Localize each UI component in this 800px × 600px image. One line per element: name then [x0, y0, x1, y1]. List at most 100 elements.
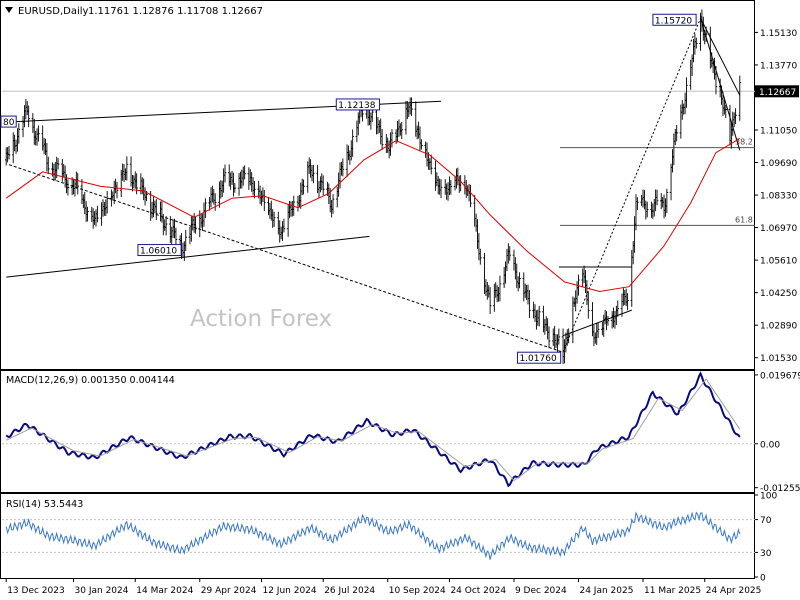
- ohlc-bar: [636, 197, 639, 211]
- trendline: [700, 18, 741, 96]
- ohlc-bar: [135, 173, 138, 195]
- ohlc-bar: [714, 66, 718, 95]
- fibonacci-label: 61.8: [735, 215, 753, 224]
- price-tick-label: 1.06970: [760, 224, 797, 234]
- ohlc-bar: [331, 194, 335, 214]
- ohlc-bar: [655, 189, 659, 206]
- ohlc-bar: [410, 97, 413, 117]
- ohlc-bar: [390, 129, 394, 148]
- last-price-label: 1.12667: [759, 88, 796, 98]
- price-labels: 1.15720 1.12138 1.06010 1.01760 80: [0, 13, 697, 364]
- date-tick-label: 29 Apr 2024: [201, 586, 257, 596]
- symbol-label: EURUSD,Daily: [18, 6, 89, 17]
- ohlc-bar: [272, 211, 276, 227]
- trendline: [562, 309, 632, 337]
- macd-tick-label: -0.012552: [760, 484, 800, 494]
- fibonacci-label: 38.2: [735, 138, 753, 147]
- watermark: Action Forex: [190, 306, 332, 332]
- ohlc-bar: [46, 156, 50, 174]
- rsi-tick-label: 30: [760, 549, 772, 559]
- ohlc-bar: [233, 182, 237, 193]
- ohlc-bar: [537, 305, 541, 327]
- ohlc-bar: [204, 198, 207, 219]
- date-axis: 13 Dec 2023 30 Jan 2024 14 Mar 2024 29 Apr …: [5, 578, 762, 596]
- price-tick-label: 1.11050: [760, 126, 797, 136]
- ohlc-bar: [479, 248, 482, 265]
- ohlc-bar: [587, 291, 590, 319]
- price-label-box: [516, 351, 562, 364]
- ohlc-bar: [518, 272, 521, 289]
- trendline: [562, 18, 701, 353]
- rsi-line: [5, 511, 741, 560]
- ohlc-bar: [27, 105, 30, 128]
- price-panel-frame: [0, 0, 755, 370]
- rsi-tick-label: 70: [760, 516, 772, 526]
- date-tick-label: 10 Sep 2024: [389, 586, 446, 596]
- price-tick-label: 1.08330: [760, 192, 797, 202]
- ohlc-bar: [213, 193, 217, 211]
- macd-tick-label: 0.00: [760, 440, 780, 450]
- price-label: 80: [3, 118, 15, 128]
- price-tick-label: 1.13770: [760, 61, 797, 71]
- rsi-title: RSI(14) 53.5443: [6, 499, 83, 510]
- ohlc-bar: [17, 123, 21, 144]
- ohlc-bar: [194, 216, 197, 234]
- ohlc-bar: [449, 180, 453, 195]
- ohlc-bar: [341, 158, 345, 177]
- ohlc-readout: 1.11761 1.12876 1.11708 1.12667: [88, 6, 263, 17]
- ohlc-bar: [115, 181, 119, 199]
- ohlc-bar: [184, 229, 188, 251]
- price-tick-label: 1.04250: [760, 289, 797, 299]
- date-tick-label: 13 Dec 2023: [7, 586, 65, 596]
- reference-lines: 38.2 61.8: [2, 90, 755, 226]
- ohlc-bar: [557, 328, 561, 345]
- ohlc-bar: [105, 190, 109, 214]
- ohlc-bar: [645, 201, 649, 218]
- ohlc-bar: [351, 129, 354, 157]
- ohlc-bar: [704, 26, 708, 42]
- ohlc-bar: [243, 165, 246, 180]
- date-tick-label: 11 Mar 2025: [644, 586, 701, 596]
- ohlc-bar: [174, 227, 178, 248]
- moving-average: [5, 137, 741, 293]
- ohlc-bar: [738, 75, 742, 121]
- ohlc-bar: [528, 290, 531, 319]
- ma-line: [5, 137, 741, 293]
- ohlc-bar: [429, 154, 433, 175]
- price-label: 1.15720: [655, 16, 692, 26]
- price-label-box: [652, 13, 697, 26]
- date-tick-label: 9 Dec 2024: [515, 586, 567, 596]
- price-label-box: [0, 115, 17, 128]
- ohlc-bar: [282, 218, 286, 233]
- price-tick-label: 1.05610: [760, 257, 797, 267]
- date-tick-label: 14 Mar 2024: [136, 586, 193, 596]
- rsi-lines: 100 70 30 0: [2, 492, 777, 584]
- ohlc-bar: [86, 206, 89, 222]
- ohlc-bar: [302, 179, 305, 195]
- rsi-tick-label: 100: [760, 492, 777, 502]
- collapse-triangle-icon[interactable]: [5, 7, 13, 13]
- date-tick-label: 24 Apr 2025: [706, 586, 762, 596]
- ohlc-bar: [685, 77, 688, 108]
- ohlc-bar: [577, 274, 580, 296]
- price-label: 1.12138: [338, 101, 375, 111]
- price-tick-label: 1.01530: [760, 354, 797, 364]
- price-label: 1.01760: [519, 354, 556, 364]
- ohlc-bar: [567, 328, 570, 344]
- ohlc-bar: [164, 216, 168, 236]
- rsi-panel-frame: [0, 493, 755, 579]
- price-label: 1.06010: [140, 247, 177, 257]
- ohlc-bar: [547, 326, 551, 349]
- ohlc-bar: [420, 139, 423, 150]
- last-price-marker: [755, 85, 799, 98]
- ohlc-bar: [56, 158, 60, 170]
- ohlc-bar: [734, 108, 737, 125]
- ohlc-bar: [125, 156, 129, 181]
- ohlc-bar: [66, 179, 70, 196]
- date-tick-label: 30 Jan 2024: [75, 586, 129, 596]
- ohlc-bar: [469, 184, 472, 208]
- ohlc-bar: [154, 199, 158, 221]
- ohlc-bar: [488, 287, 492, 315]
- ohlc-bar: [508, 246, 512, 261]
